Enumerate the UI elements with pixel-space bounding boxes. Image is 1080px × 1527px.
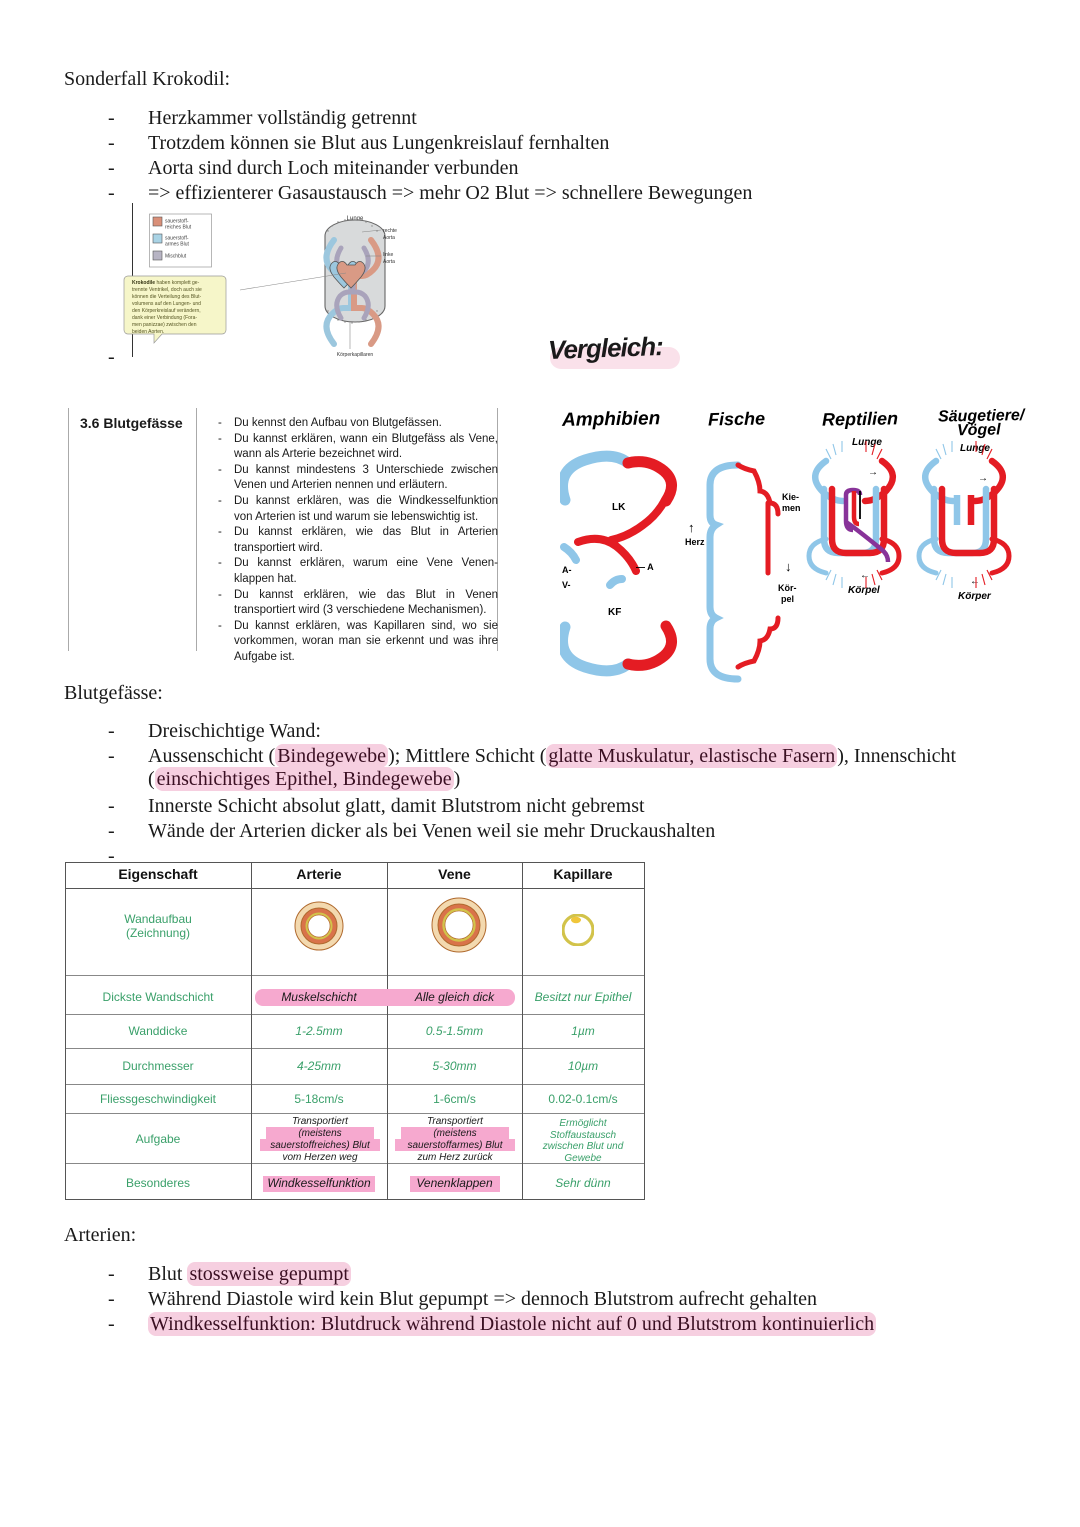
svg-text:Amphibien: Amphibien <box>561 408 661 431</box>
svg-text:Aorta: Aorta <box>383 235 395 241</box>
svg-text:Lunge: Lunge <box>960 443 990 454</box>
svg-text:beiden Aorten.: beiden Aorten. <box>132 329 164 335</box>
svg-text:Körpel: Körpel <box>848 585 880 596</box>
svg-text:men: men <box>782 503 801 513</box>
svg-text:Kie-: Kie- <box>782 492 799 502</box>
svg-text:←: ← <box>860 570 870 581</box>
svg-text:↓: ↓ <box>785 559 792 574</box>
svg-text:volumens auf den Lungen- und: volumens auf den Lungen- und <box>132 301 201 307</box>
svg-text:Krokodile haben komplett ge-: Krokodile haben komplett ge- <box>132 280 200 286</box>
svg-text:Fische: Fische <box>708 408 765 429</box>
svg-text:←: ← <box>970 576 980 587</box>
svg-text:Vögel: Vögel <box>957 421 1001 439</box>
svg-text:— A: — A <box>636 562 654 572</box>
svg-text:Aorta: Aorta <box>383 259 395 265</box>
svg-text:Körperkapillaren: Körperkapillaren <box>337 352 374 358</box>
svg-text:↑: ↑ <box>688 520 695 535</box>
svg-text:KF: KF <box>608 607 621 618</box>
svg-text:können die Verteilung des Blut: können die Verteilung des Blut- <box>132 294 202 300</box>
svg-text:Herz: Herz <box>685 537 705 547</box>
svg-text:Mischblut: Mischblut <box>165 254 187 260</box>
svg-text:Kör-: Kör- <box>778 583 797 593</box>
svg-text:rechte: rechte <box>383 228 397 234</box>
svg-text:Reptilien: Reptilien <box>822 408 898 429</box>
svg-text:armes Blut: armes Blut <box>165 242 190 248</box>
svg-text:den Körperkreislauf verändern,: den Körperkreislauf verändern, <box>132 308 201 314</box>
svg-text:linke: linke <box>383 252 394 258</box>
svg-text:trennte Ventrikel, doch auch s: trennte Ventrikel, doch auch sie <box>132 287 202 293</box>
svg-text:Körper: Körper <box>958 591 992 602</box>
svg-text:V-: V- <box>562 580 571 590</box>
svg-text:Lunge: Lunge <box>852 437 882 448</box>
svg-text:pel: pel <box>781 594 794 604</box>
svg-text:dank einer Verbindung (Fora-: dank einer Verbindung (Fora- <box>132 315 197 321</box>
svg-text:reiches Blut: reiches Blut <box>165 225 192 231</box>
svg-text:LK: LK <box>612 502 626 513</box>
svg-text:men panizzae) zwischen den: men panizzae) zwischen den <box>132 322 197 328</box>
svg-text:→: → <box>868 467 878 478</box>
svg-text:→: → <box>978 473 988 484</box>
svg-text:A-: A- <box>562 565 572 575</box>
